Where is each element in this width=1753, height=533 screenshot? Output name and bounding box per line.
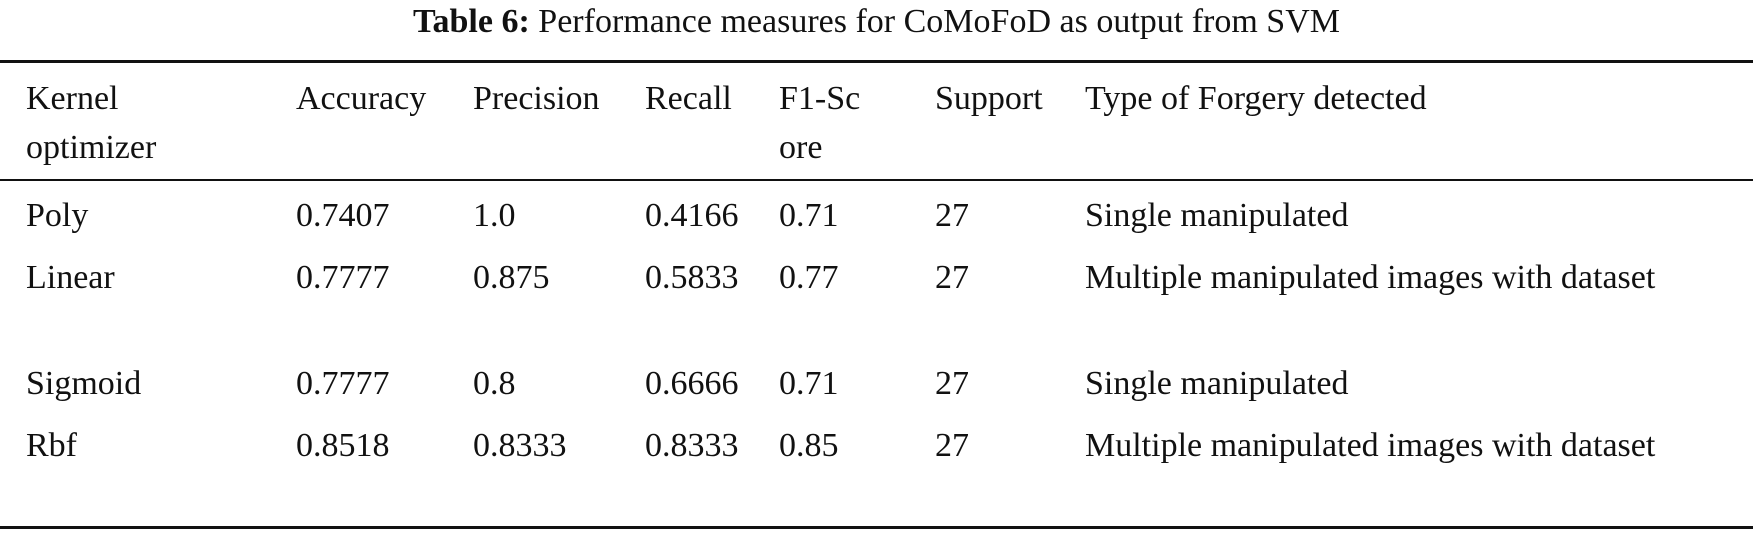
header-precision: Precision bbox=[473, 80, 600, 117]
cell-forgery-type: Single manipulated bbox=[1085, 197, 1349, 234]
cell-support: 27 bbox=[935, 197, 969, 234]
cell-accuracy: 0.8518 bbox=[296, 427, 390, 464]
header-kernel-optimizer: Kernel optimizer bbox=[26, 80, 157, 166]
cell-kernel: Poly bbox=[26, 197, 89, 234]
table-title: Performance measures for CoMoFoD as outp… bbox=[538, 3, 1341, 40]
cell-accuracy: 0.7407 bbox=[296, 197, 390, 234]
cell-f1-score: 0.71 bbox=[779, 197, 839, 234]
cell-support: 27 bbox=[935, 365, 969, 402]
cell-f1-score: 0.77 bbox=[779, 259, 839, 296]
header-rule bbox=[0, 179, 1753, 181]
table-number: Table 6: bbox=[412, 3, 530, 40]
cell-kernel: Linear bbox=[26, 259, 115, 296]
cell-forgery-type: Single manipulated bbox=[1085, 365, 1349, 402]
cell-recall: 0.4166 bbox=[645, 197, 739, 234]
bottom-rule bbox=[0, 526, 1753, 529]
cell-kernel: Sigmoid bbox=[26, 365, 142, 402]
cell-accuracy: 0.7777 bbox=[296, 365, 390, 402]
cell-accuracy: 0.7777 bbox=[296, 259, 390, 296]
header-accuracy: Accuracy bbox=[296, 80, 427, 117]
cell-forgery-type: Multiple manipulated images with dataset bbox=[1085, 259, 1656, 296]
cell-f1-score: 0.85 bbox=[779, 427, 839, 464]
cell-recall: 0.6666 bbox=[645, 365, 739, 402]
header-forgery-type: Type of Forgery detected bbox=[1085, 80, 1427, 117]
cell-kernel: Rbf bbox=[26, 427, 77, 464]
cell-precision: 0.8 bbox=[473, 365, 516, 402]
header-f1-score: F1-Score bbox=[779, 80, 861, 166]
cell-precision: 1.0 bbox=[473, 197, 516, 234]
cell-recall: 0.5833 bbox=[645, 259, 739, 296]
cell-support: 27 bbox=[935, 427, 969, 464]
header-recall: Recall bbox=[645, 80, 732, 117]
top-rule bbox=[0, 60, 1753, 63]
cell-recall: 0.8333 bbox=[645, 427, 739, 464]
cell-forgery-type: Multiple manipulated images with dataset bbox=[1085, 427, 1656, 464]
cell-f1-score: 0.71 bbox=[779, 365, 839, 402]
table-caption: Table 6: Performance measures for CoMoFo… bbox=[0, 0, 1753, 44]
cell-precision: 0.875 bbox=[473, 259, 550, 296]
header-support: Support bbox=[935, 80, 1043, 117]
cell-precision: 0.8333 bbox=[473, 427, 567, 464]
cell-support: 27 bbox=[935, 259, 969, 296]
